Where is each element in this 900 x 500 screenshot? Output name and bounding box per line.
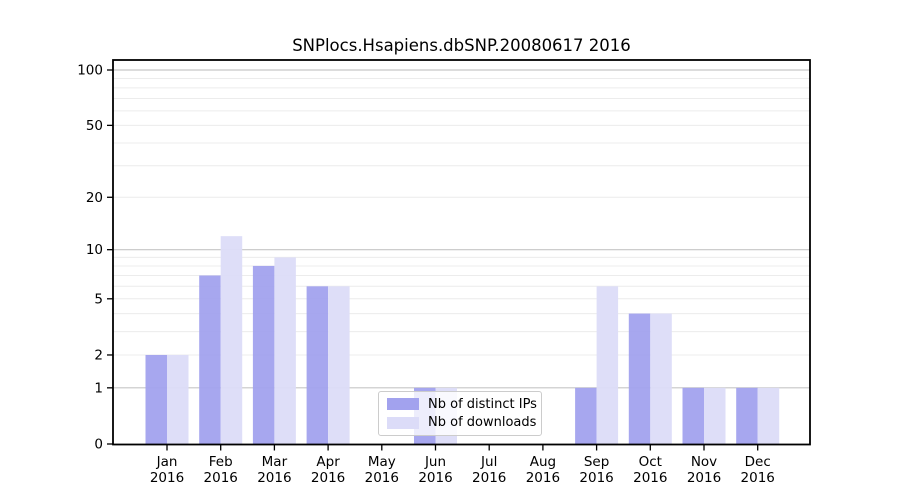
bar-downloads-feb bbox=[220, 236, 243, 445]
y-tick-label-100: 100 bbox=[77, 63, 103, 79]
legend-label-downloads: Nb of downloads bbox=[428, 415, 537, 431]
x-tick-label-year-dec: 2016 bbox=[741, 470, 775, 486]
x-tick-label-year-jul: 2016 bbox=[472, 470, 506, 486]
y-tick-label-2: 2 bbox=[94, 347, 103, 363]
legend-item-downloads: Nb of downloads bbox=[387, 414, 537, 431]
bar-downloads-oct bbox=[650, 313, 672, 445]
x-tick-label-month-sep: Sep bbox=[584, 454, 609, 470]
y-tick-label-1: 1 bbox=[94, 380, 103, 396]
bar-distinct-ips-oct bbox=[628, 313, 651, 445]
bar-distinct-ips-nov bbox=[682, 387, 704, 445]
y-tick-label-5: 5 bbox=[94, 291, 103, 307]
bar-downloads-jan bbox=[167, 354, 189, 445]
legend: Nb of distinct IPs Nb of downloads bbox=[378, 391, 542, 436]
bar-distinct-ips-feb bbox=[199, 275, 221, 445]
y-tick-label-0: 0 bbox=[94, 437, 103, 453]
bar-downloads-nov bbox=[704, 387, 726, 445]
x-tick-label-year-jan: 2016 bbox=[150, 470, 184, 486]
x-tick-label-month-mar: Mar bbox=[262, 454, 288, 470]
bar-distinct-ips-jan bbox=[145, 354, 167, 445]
legend-swatch-distinct-ips bbox=[387, 398, 419, 411]
x-tick-label-year-apr: 2016 bbox=[311, 470, 345, 486]
plot-border bbox=[112, 59, 811, 446]
x-tick-label-month-feb: Feb bbox=[209, 454, 233, 470]
x-tick-label-year-jun: 2016 bbox=[418, 470, 452, 486]
x-tick-label-year-oct: 2016 bbox=[633, 470, 667, 486]
bar-downloads-mar bbox=[274, 257, 296, 445]
x-tick-label-year-may: 2016 bbox=[365, 470, 399, 486]
bar-downloads-apr bbox=[328, 286, 350, 445]
x-tick-label-month-oct: Oct bbox=[639, 454, 662, 470]
bar-distinct-ips-dec bbox=[736, 387, 758, 445]
legend-swatch-downloads bbox=[387, 416, 419, 429]
x-tick-label-year-nov: 2016 bbox=[687, 470, 721, 486]
bar-distinct-ips-mar bbox=[252, 265, 275, 445]
y-tick-label-10: 10 bbox=[86, 242, 103, 258]
x-tick-label-month-may: May bbox=[368, 454, 396, 470]
x-tick-label-month-jan: Jan bbox=[156, 454, 178, 470]
legend-item-distinct-ips: Nb of distinct IPs bbox=[387, 396, 537, 413]
x-tick-label-year-mar: 2016 bbox=[257, 470, 291, 486]
bar-distinct-ips-apr bbox=[306, 286, 329, 445]
chart-title: SNPlocs.Hsapiens.dbSNP.20080617 2016 bbox=[292, 36, 631, 55]
x-tick-label-month-jun: Jun bbox=[424, 454, 446, 470]
legend-label-distinct-ips: Nb of distinct IPs bbox=[428, 396, 537, 412]
x-tick-label-month-aug: Aug bbox=[530, 454, 556, 470]
x-tick-label-year-feb: 2016 bbox=[204, 470, 238, 486]
y-tick-label-50: 50 bbox=[86, 118, 103, 134]
x-tick-label-month-dec: Dec bbox=[745, 454, 771, 470]
y-tick-label-20: 20 bbox=[86, 190, 103, 206]
bar-downloads-sep bbox=[596, 286, 619, 445]
x-tick-label-year-sep: 2016 bbox=[579, 470, 613, 486]
x-tick-label-month-apr: Apr bbox=[316, 454, 340, 470]
x-tick-label-month-nov: Nov bbox=[691, 454, 717, 470]
bar-distinct-ips-sep bbox=[575, 387, 597, 445]
x-tick-label-year-aug: 2016 bbox=[526, 470, 560, 486]
bar-downloads-dec bbox=[757, 387, 780, 445]
x-tick-label-month-jul: Jul bbox=[480, 454, 497, 470]
